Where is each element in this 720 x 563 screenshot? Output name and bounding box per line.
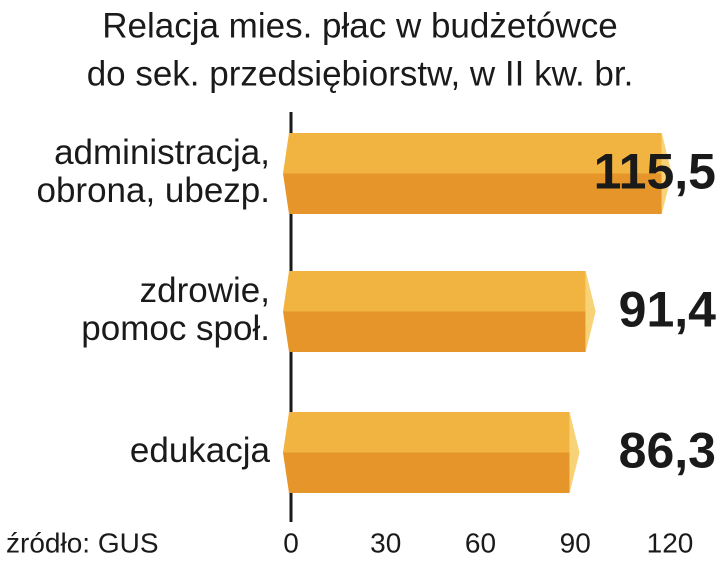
chart-title: do sek. przedsiębiorstw, w II kw. br.: [87, 54, 634, 93]
value-label: 91,4: [619, 282, 717, 338]
bar-bottom: [283, 452, 570, 493]
bar-bottom: [283, 173, 662, 214]
category-label: edukacja: [130, 431, 271, 470]
bar-bottom: [283, 311, 586, 352]
source: źródło: GUS: [6, 527, 159, 558]
bar-top: [283, 133, 662, 174]
bar-top: [283, 271, 586, 312]
chart-title: Relacja mies. płac w budżetówce: [102, 6, 618, 45]
bar-tip: [585, 271, 596, 352]
category-label: administracja,: [54, 133, 270, 172]
x-tick-label: 120: [647, 527, 694, 558]
bar: [283, 133, 672, 214]
bar-tip: [569, 412, 580, 493]
category-label: zdrowie,: [140, 271, 270, 310]
value-label: 86,3: [619, 423, 716, 479]
x-tick-label: 60: [465, 527, 496, 558]
category-label: pomoc społ.: [81, 309, 270, 348]
x-tick-label: 30: [370, 527, 401, 558]
value-label: 115,5: [594, 144, 716, 200]
bar-tip: [661, 133, 672, 214]
x-tick-label: 90: [560, 527, 591, 558]
bar: [283, 412, 580, 493]
x-tick-label: 0: [283, 527, 299, 558]
bar: [283, 271, 596, 352]
bar-top: [283, 412, 570, 453]
category-label: obrona, ubezp.: [36, 171, 270, 210]
